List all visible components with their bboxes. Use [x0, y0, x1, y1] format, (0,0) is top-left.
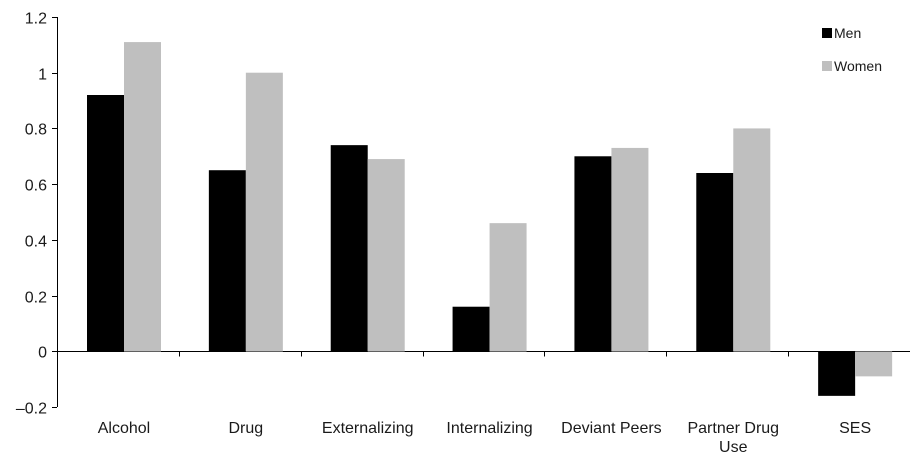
legend: Men Women	[822, 25, 882, 74]
bar-men-4	[574, 156, 612, 352]
bar-men-1	[208, 170, 246, 352]
x-tick-label: Partner Drug	[687, 420, 779, 437]
bar-women-3	[489, 223, 527, 352]
bar-women-4	[611, 147, 649, 352]
legend-swatch-women	[822, 61, 832, 71]
legend-label-men: Men	[834, 25, 861, 41]
y-tick-label: 0.4	[25, 234, 47, 251]
bar-women-5	[733, 128, 771, 352]
bar-men-6	[818, 351, 856, 396]
bar-women-0	[124, 42, 161, 352]
y-tick-label: 0.8	[25, 122, 47, 139]
x-tick-label: Internalizing	[446, 420, 532, 437]
x-tick-label: Use	[719, 439, 748, 455]
y-tick-label: 0.2	[25, 290, 47, 307]
y-tick-label: 0.6	[25, 178, 47, 195]
bar-men-3	[452, 306, 490, 352]
y-tick-label: 1	[38, 67, 47, 84]
x-tick-label: Deviant Peers	[561, 420, 662, 437]
bar-women-2	[367, 159, 405, 352]
x-axis-labels: Alcohol Drug Externalizing Internalizing Dev…	[98, 420, 871, 455]
x-tick-label: Drug	[229, 420, 264, 437]
y-tick-label: 1.2	[25, 11, 47, 28]
y-ticks: 1.2 1 0.8 0.6 0.4 0.2 0 –0.2	[16, 11, 789, 418]
bar-women-1	[245, 72, 283, 352]
bar-men-0	[87, 95, 124, 352]
bar-men-2	[330, 145, 368, 352]
bar-men-5	[696, 173, 734, 352]
x-tick-label: Alcohol	[98, 420, 150, 437]
y-tick-label: 0	[38, 345, 47, 362]
bars	[87, 42, 893, 396]
y-axis: 1.2 1 0.8 0.6 0.4 0.2 0 –0.2	[16, 11, 789, 418]
x-tick-label: Externalizing	[322, 420, 414, 437]
y-tick-label: –0.2	[16, 401, 47, 418]
bar-women-6	[855, 351, 893, 377]
legend-swatch-men	[822, 28, 832, 38]
x-tick-label: SES	[839, 420, 871, 437]
legend-label-women: Women	[834, 58, 882, 74]
